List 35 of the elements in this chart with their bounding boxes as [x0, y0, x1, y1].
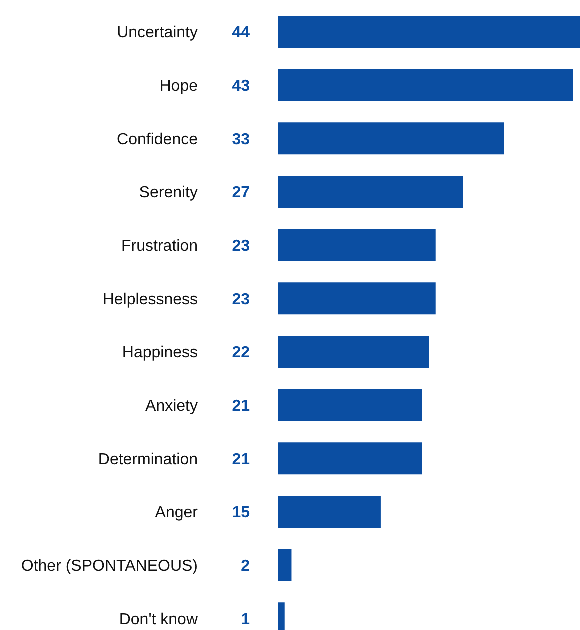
- y-tick-label: Other (SPONTANEOUS): [21, 558, 198, 575]
- y-tick-label: Hope: [160, 78, 198, 95]
- y-tick-label: Confidence: [117, 131, 198, 148]
- data-label: 23: [232, 291, 250, 308]
- bar: [278, 336, 429, 368]
- data-label: 23: [232, 238, 250, 256]
- y-tick-label: Happiness: [122, 344, 198, 362]
- bar: [278, 229, 436, 262]
- data-label: 15: [232, 504, 250, 522]
- bar: [278, 122, 504, 155]
- bar: [278, 549, 292, 582]
- data-label: 27: [232, 184, 250, 202]
- y-tick-label: Don't know: [119, 611, 198, 628]
- data-label: 43: [232, 78, 250, 96]
- bar: [278, 496, 381, 528]
- data-label: 21: [232, 398, 250, 416]
- data-label: 1: [241, 611, 250, 628]
- data-label: 21: [232, 451, 250, 468]
- y-tick-label: Determination: [98, 451, 198, 468]
- data-label: 22: [232, 344, 250, 362]
- bar: [278, 69, 574, 102]
- bar: [278, 442, 422, 475]
- data-label: 44: [232, 24, 250, 42]
- y-tick-label: Anger: [155, 504, 199, 522]
- bar: [278, 16, 580, 48]
- y-tick-label: Helplessness: [102, 291, 198, 308]
- y-tick-label: Frustration: [122, 238, 198, 255]
- y-tick-label: Anxiety: [146, 398, 198, 415]
- bar: [278, 389, 422, 422]
- bar: [278, 282, 436, 315]
- data-label: 2: [241, 558, 250, 576]
- y-tick-label: Serenity: [139, 184, 198, 202]
- data-label: 33: [232, 131, 250, 148]
- y-tick-label: Uncertainty: [117, 24, 198, 42]
- bar: [278, 176, 464, 208]
